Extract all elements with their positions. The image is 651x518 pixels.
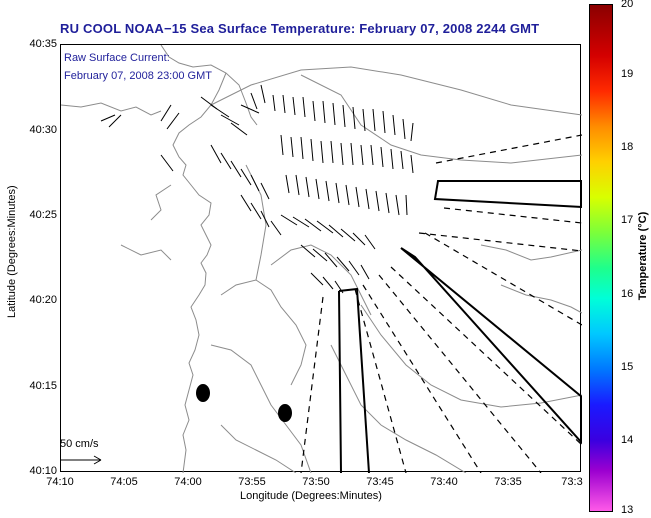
colorbar-tick: 15 xyxy=(621,361,634,373)
x-tick-label: 73:50 xyxy=(302,476,330,488)
map-canvas xyxy=(61,45,582,473)
y-tick-label: 40:35 xyxy=(29,38,57,50)
colorbar-tick: 20 xyxy=(621,0,634,10)
x-tick-label: 73:55 xyxy=(238,476,266,488)
colorbar-tick: 16 xyxy=(621,288,634,300)
y-tick-label: 40:15 xyxy=(29,380,57,392)
y-tick-label: 40:10 xyxy=(29,465,57,477)
y-tick-label: 40:25 xyxy=(29,209,57,221)
x-tick-label: 73:40 xyxy=(430,476,458,488)
x-tick-label: 73:45 xyxy=(366,476,394,488)
colorbar-tick: 14 xyxy=(621,434,634,446)
current-vectors xyxy=(100,84,414,294)
colorbar-label: Temperature (°C) xyxy=(637,211,649,301)
y-axis-label: Latitude (Degrees:Minutes) xyxy=(6,185,18,318)
colorbar-tick: 19 xyxy=(621,68,634,80)
x-tick-label: 73:3 xyxy=(561,476,583,488)
scale-arrow xyxy=(61,455,102,465)
radar-range-lines xyxy=(300,134,582,473)
legend-line-1: Raw Surface Current: xyxy=(64,52,170,64)
y-tick-label: 40:20 xyxy=(29,294,57,306)
x-tick-label: 74:05 xyxy=(110,476,138,488)
legend-line-2: February 07, 2008 23:00 GMT xyxy=(64,70,212,82)
coastline-contours xyxy=(61,45,582,473)
x-axis-label: Longitude (Degrees:Minutes) xyxy=(240,490,382,502)
colorbar-tick: 17 xyxy=(621,214,634,226)
scale-label: 50 cm/s xyxy=(60,438,99,450)
map-plot-area[interactable] xyxy=(60,44,582,473)
colorbar-tick: 13 xyxy=(621,504,634,516)
colorbar-tick: 18 xyxy=(621,141,634,153)
y-tick-label: 40:30 xyxy=(29,124,57,136)
map-title: RU COOL NOAA−15 Sea Surface Temperature:… xyxy=(60,21,540,36)
x-tick-label: 74:00 xyxy=(174,476,202,488)
x-tick-label: 74:10 xyxy=(46,476,74,488)
buoy-markers xyxy=(196,384,292,422)
temperature-colorbar xyxy=(589,4,613,512)
x-tick-label: 73:35 xyxy=(494,476,522,488)
transect-boxes xyxy=(338,180,582,473)
